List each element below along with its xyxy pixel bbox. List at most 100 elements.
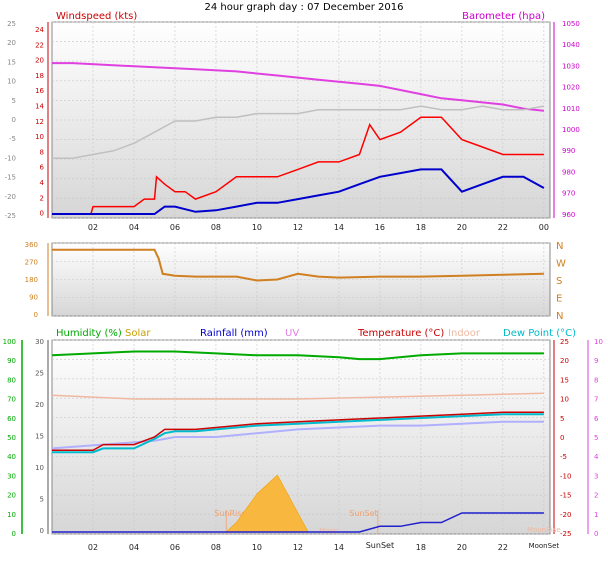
moonset-label: MoonSet [529,542,560,550]
barometer-tick: 1000 [562,126,580,134]
sunset-label: SunSet [349,509,377,518]
solar-tick: 5 [40,496,44,504]
legend-item: Temperature (°C) [357,328,444,339]
barometer-tick: 1010 [562,105,580,113]
legend-item: Rainfall (mm) [200,328,268,339]
outer-left-tick: 10 [7,78,16,86]
uv-tick: 2 [594,492,598,500]
humidity-tick: 90 [7,357,16,365]
windspeed-tick: 6 [40,164,45,172]
rainfall-line [52,512,544,533]
outer-left-tick: 25 [7,20,16,28]
wind-gust-line [52,116,544,215]
indoor-line [51,392,544,400]
compass-label: S [556,276,562,287]
uv-tick: 0 [594,530,598,538]
thr-x-tick: 20 [457,543,467,552]
humidity-tick: 100 [3,338,16,346]
temperature-tick: 25 [560,338,569,346]
barometer-tick: 1040 [562,41,580,49]
direction-tick: 90 [29,294,38,302]
thr-x-tick: 06 [170,543,180,552]
sunset-axis-label: SunSet [366,541,394,550]
solar-tick: 25 [35,370,44,378]
wind-x-tick: 14 [334,223,344,232]
solar-tick: 15 [35,433,44,441]
uv-tick: 4 [594,453,599,461]
wind-x-tick: 20 [457,223,467,232]
outer-left-tick: 20 [7,39,16,47]
solar-tick: 0 [40,527,44,535]
humidity-tick: 0 [12,530,16,538]
humidity-line [51,350,544,361]
barometer-tick: 970 [562,190,575,198]
wind-x-tick: 22 [498,223,508,232]
windspeed-tick: 4 [40,179,45,187]
windspeed-tick: 20 [35,57,44,65]
moonrise-label: MoonRise [527,526,561,534]
temperature-tick: -20 [560,511,571,519]
wind-direction-line [52,248,544,282]
thr-x-tick: 10 [252,543,262,552]
outer-left-tick: -15 [5,174,16,182]
legend-item: Solar [125,328,151,339]
compass-label: E [556,294,562,305]
windspeed-tick: 8 [40,148,44,156]
thr-x-tick: 22 [498,543,508,552]
outer-left-tick: 15 [7,58,16,66]
temperature-tick: -25 [560,530,571,538]
thr-x-tick: 08 [211,543,221,552]
humidity-tick: 50 [7,434,16,442]
barometer-line [52,62,545,112]
uv-tick: 7 [594,396,598,404]
humidity-tick: 60 [7,415,16,423]
uv-tick: 10 [594,338,603,346]
windspeed-tick: 18 [35,72,44,80]
solar-tick: 20 [35,401,44,409]
wind-speed-line [52,168,545,215]
direction-tick: 270 [25,259,38,267]
legend-item: Humidity (%) [56,328,122,339]
windspeed-tick: 12 [35,118,44,126]
legend-item: Dew Point (°C) [503,328,576,339]
outer-left-tick: -20 [5,193,16,201]
uv-tick: 1 [594,511,598,519]
wind-x-tick: 02 [88,223,98,232]
uv-tick: 8 [594,376,598,384]
temperature-tick: -15 [560,492,571,500]
solar-tick: 30 [35,338,44,346]
humidity-tick: 40 [7,453,16,461]
humidity-tick: 10 [7,511,16,519]
windspeed-tick: 2 [40,194,44,202]
wind-x-tick: 00 [539,223,549,232]
compass-label: N [556,241,563,252]
temperature-trace-line [52,105,545,159]
uv-tick: 6 [594,415,599,423]
outer-left-tick: 5 [12,97,16,105]
windspeed-tick: 24 [35,26,44,34]
windspeed-tick: 10 [35,133,44,141]
sunrise-label: SunRise [214,509,246,518]
temperature-tick: -5 [560,453,567,461]
windspeed-axis-label: Windspeed (kts) [56,11,137,22]
dew-point-line [52,413,544,454]
humidity-tick: 70 [7,396,16,404]
temperature-tick: 15 [560,376,569,384]
legend-item: Indoor [448,328,481,339]
uv-tick: 3 [594,472,598,480]
solar-tick: 10 [35,464,44,472]
wind-x-tick: 06 [170,223,180,232]
direction-tick: 360 [25,241,38,249]
compass-label: N [556,311,563,322]
windspeed-tick: 16 [35,87,44,95]
wind-x-tick: 16 [375,223,385,232]
humidity-tick: 80 [7,376,16,384]
wind-x-tick: 10 [252,223,262,232]
uv-tick: 9 [594,357,598,365]
windspeed-tick: 0 [40,210,44,218]
temperature-tick: 0 [560,434,564,442]
humidity-tick: 20 [7,492,16,500]
barometer-tick: 980 [562,168,575,176]
temperature-line [52,411,544,452]
